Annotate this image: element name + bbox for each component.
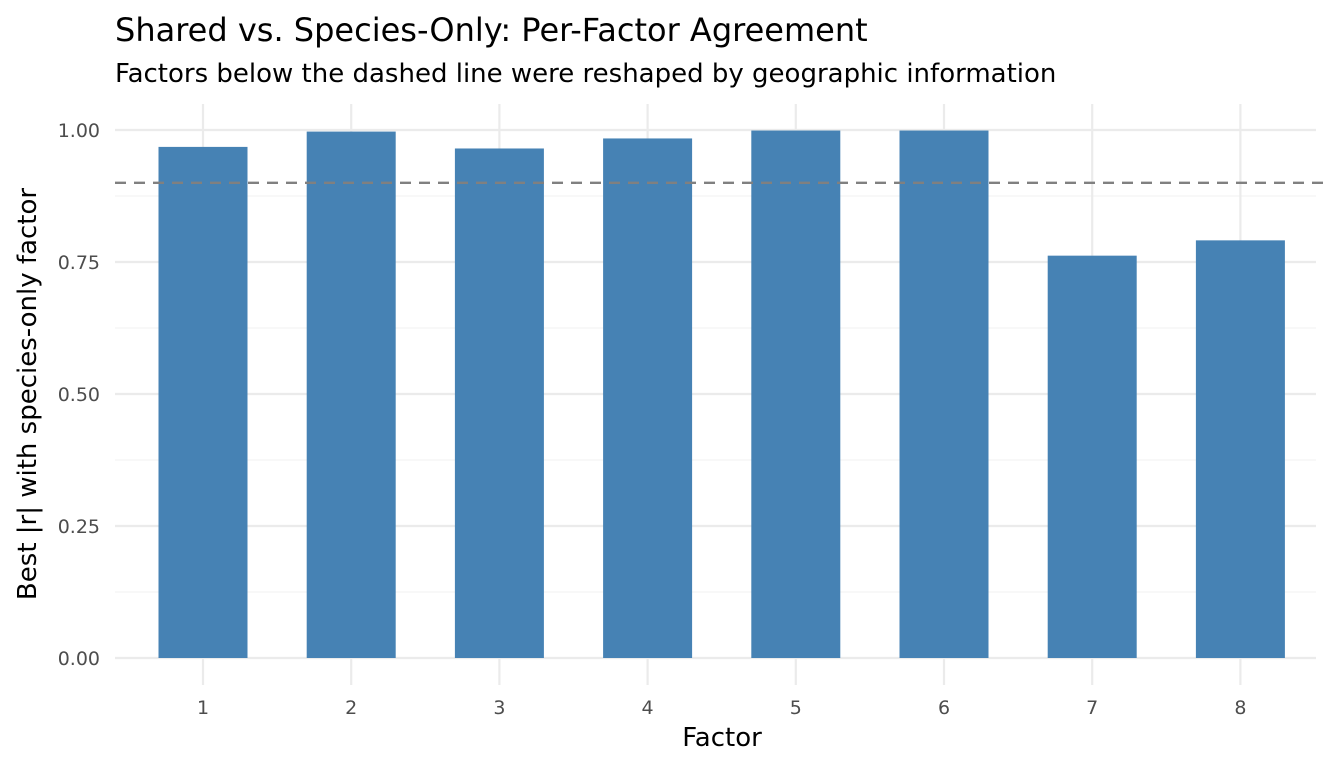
bars <box>158 130 1285 659</box>
chart-subtitle: Factors below the dashed line were resha… <box>115 59 1056 89</box>
bar-factor-4 <box>603 138 693 658</box>
bar-factor-6 <box>899 130 989 658</box>
y-axis-title: Best |r| with species-only factor <box>13 188 43 600</box>
x-tick-label: 7 <box>1086 697 1098 719</box>
bar-factor-5 <box>751 130 841 658</box>
bar-factor-7 <box>1047 255 1137 658</box>
x-tick-label: 1 <box>197 697 209 719</box>
bar-factor-2 <box>306 131 396 659</box>
x-tick-label: 5 <box>790 697 802 719</box>
x-tick-label: 4 <box>642 697 654 719</box>
y-axis-ticks: 0.00 0.25 0.50 0.75 1.00 <box>58 120 100 670</box>
x-tick-label: 6 <box>938 697 950 719</box>
x-tick-label: 3 <box>493 697 505 719</box>
x-axis-title: Factor <box>682 723 762 753</box>
x-axis-ticks: 1 2 3 4 5 6 7 8 <box>197 697 1246 719</box>
bar-factor-8 <box>1195 240 1285 659</box>
y-tick-label: 0.00 <box>58 648 100 670</box>
y-tick-label: 0.25 <box>58 516 100 538</box>
x-tick-label: 2 <box>345 697 357 719</box>
y-tick-label: 1.00 <box>58 120 100 142</box>
x-tick-label: 8 <box>1234 697 1246 719</box>
y-tick-label: 0.50 <box>58 384 100 406</box>
chart-title: Shared vs. Species-Only: Per-Factor Agre… <box>115 11 868 49</box>
bar-factor-3 <box>454 148 544 659</box>
bar-factor-1 <box>158 146 248 658</box>
y-tick-label: 0.75 <box>58 252 100 274</box>
